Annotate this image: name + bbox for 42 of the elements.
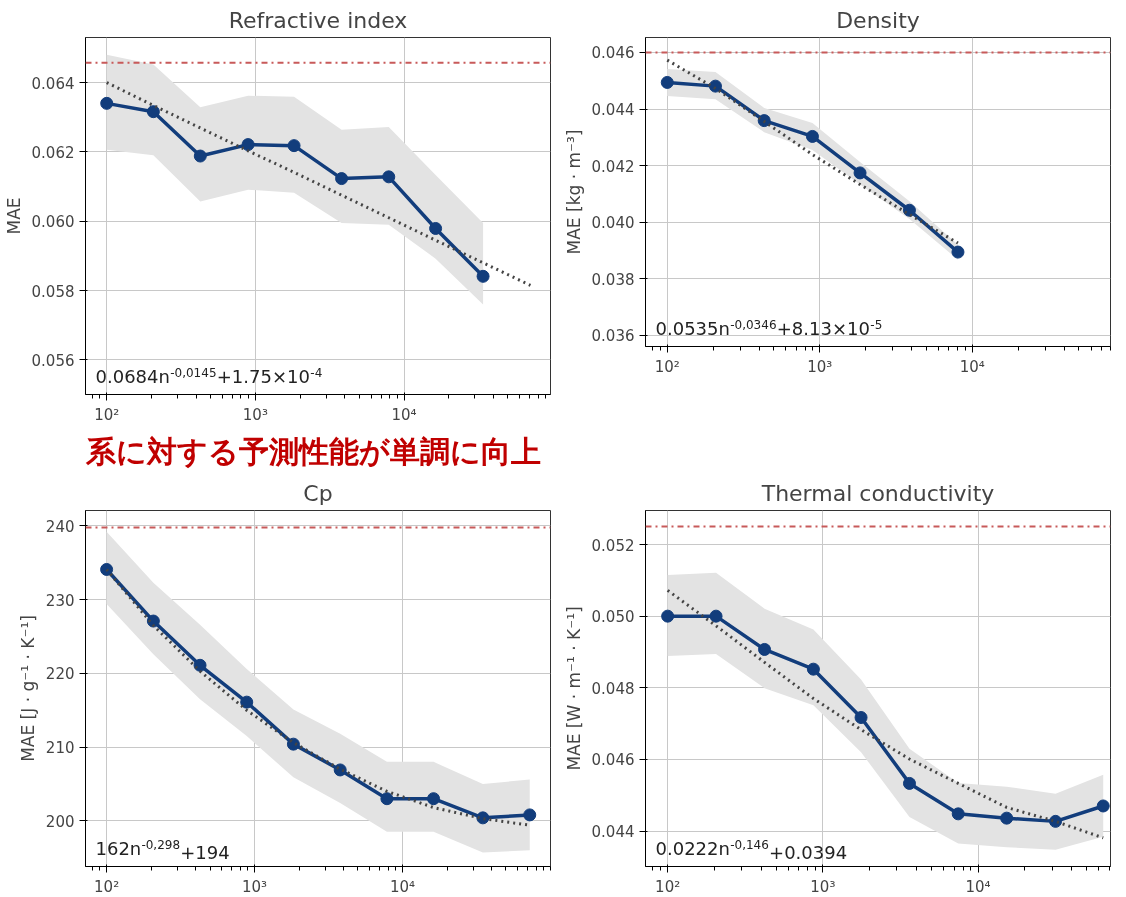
chart-title: Refractive index [228,7,408,33]
y-tick-label: 0.042 [591,157,635,176]
y-tick-label: 0.064 [31,74,75,93]
x-tick-label: 10⁴ [965,877,991,896]
y-tick-label: 0.040 [591,214,635,233]
x-tick-label: 10² [94,405,120,424]
y-tick-label: 220 [45,665,75,684]
x-tick-label: 10² [655,877,681,896]
x-tick-label: 10⁴ [959,357,985,376]
y-tick-label: 0.056 [31,351,75,370]
chart-title: Density [836,7,920,33]
y-tick-label: 0.058 [31,282,75,301]
chart-title: Thermal conductivity [760,480,995,506]
text: 系に対する予測性能が単調に向上 [84,433,541,469]
y-tick-label: 240 [45,517,75,536]
y-tick-label: 0.038 [591,270,635,289]
x-tick-label: 10² [94,877,120,896]
y-axis-title: MAE [W · m⁻¹ · K⁻¹] [563,606,584,771]
y-tick-label: 0.048 [591,679,635,698]
x-tick-label: 10³ [242,877,268,896]
x-tick-label: 10³ [807,357,833,376]
y-tick-label: 0.050 [591,608,635,627]
x-tick-label: 10⁴ [391,405,417,424]
y-tick-label: 0.046 [591,751,635,770]
y-tick-label: 0.044 [591,823,635,842]
y-tick-label: 210 [45,739,75,758]
x-tick-label: 10⁴ [389,877,416,896]
y-tick-label: 0.060 [31,213,75,232]
y-tick-label: 0.044 [591,101,635,120]
y-axis-title: MAE [J · g⁻¹ · K⁻¹] [17,615,38,762]
x-tick-label: 10² [654,357,680,376]
y-tick-label: 0.052 [591,536,635,555]
x-tick-label: 10³ [242,405,268,424]
y-axis-title: MAE [kg · m⁻³] [563,129,584,255]
y-tick-label: 0.036 [591,327,635,346]
y-axis-title: MAE [3,197,24,235]
y-tick-label: 0.046 [591,44,635,63]
chart-title: Cp [303,480,333,506]
y-tick-label: 230 [45,591,75,610]
y-tick-label: 0.062 [31,143,75,162]
x-tick-label: 10³ [810,877,836,896]
y-tick-label: 200 [45,812,75,831]
